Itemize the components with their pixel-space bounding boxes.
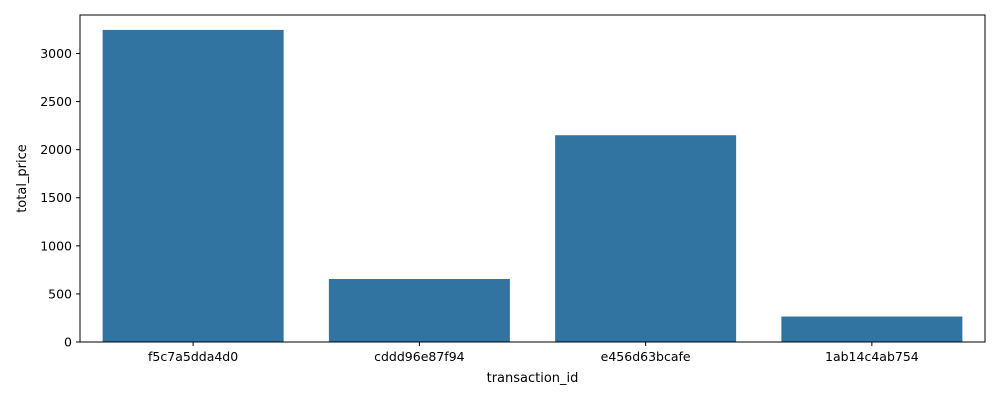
y-tick-label: 0 [64, 335, 72, 350]
y-tick-label: 3000 [40, 46, 72, 61]
y-tick-label: 1500 [40, 190, 72, 205]
x-axis-ticks: f5c7a5dda4d0 cddd96e87f94 e456d63bcafe 1ab1… [148, 342, 919, 364]
x-tick-label: f5c7a5dda4d0 [148, 349, 238, 364]
bar-f5c7a5dda4d0 [102, 29, 284, 343]
x-tick-label: e456d63bcafe [601, 349, 691, 364]
x-tick-label: 1ab14c4ab754 [825, 349, 919, 364]
y-tick-label: 500 [48, 286, 72, 301]
x-tick-label: cddd96e87f94 [374, 349, 465, 364]
y-tick-label: 2500 [40, 94, 72, 109]
y-axis-ticks: 0 500 1000 1500 2000 2500 3000 [40, 46, 80, 350]
y-axis-label: total_price [15, 144, 30, 213]
y-tick-label: 1000 [40, 238, 72, 253]
bar-1ab14c4ab754 [781, 316, 963, 342]
bar-e456d63bcafe [555, 135, 737, 342]
x-axis-label: transaction_id [487, 371, 579, 386]
y-tick-label: 2000 [40, 142, 72, 157]
bar-cddd96e87f94 [328, 279, 510, 342]
plot-frame [79, 14, 986, 343]
bars-group [102, 29, 963, 343]
